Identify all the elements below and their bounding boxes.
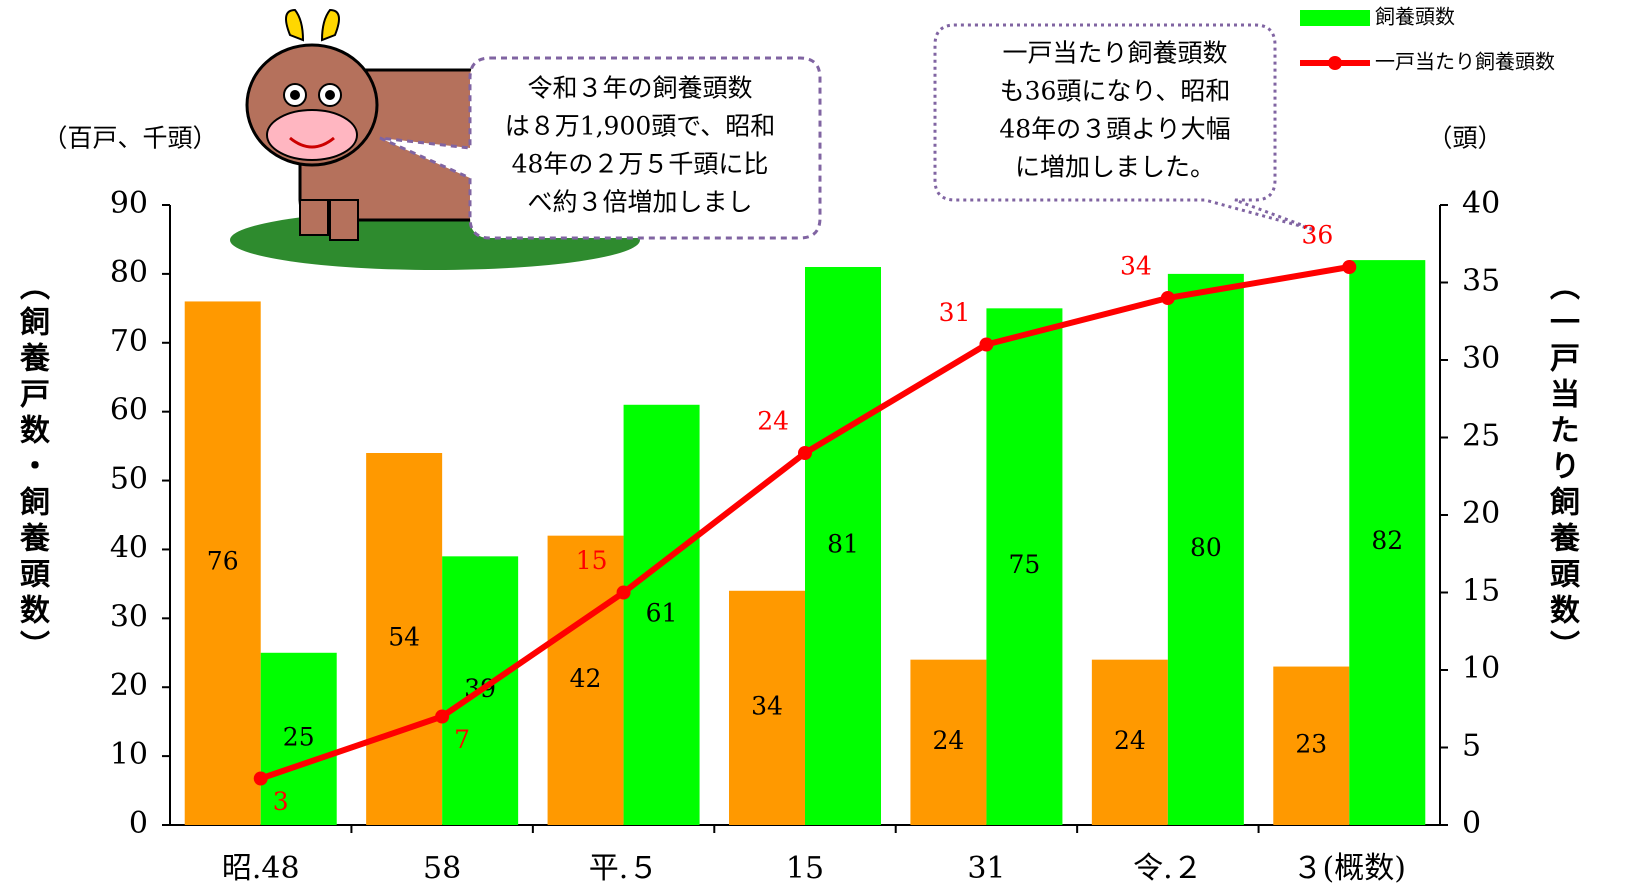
annotation: 令和３年の飼養頭数 <box>527 74 752 103</box>
y-tick-label: 70 <box>110 324 148 359</box>
data-label: 3 <box>273 787 289 816</box>
point <box>435 709 450 724</box>
bar <box>623 404 700 825</box>
data-label: 76 <box>207 547 239 576</box>
data-label: 15 <box>576 546 608 575</box>
bar <box>1349 260 1426 826</box>
x-tick-label: 15 <box>786 851 824 886</box>
y2-tick-label: 20 <box>1462 496 1500 531</box>
bar <box>805 267 881 825</box>
annotation: 一戸当たり飼養頭数 <box>1002 39 1227 68</box>
data-label: 36 <box>1301 221 1333 250</box>
y2-tick-label: 15 <box>1462 574 1500 609</box>
x-tick-label: 昭.48 <box>222 851 300 886</box>
annotation: に増加しました。 <box>1015 153 1215 182</box>
bar <box>910 659 987 825</box>
point <box>1160 291 1175 305</box>
data-label: 42 <box>570 664 602 693</box>
point <box>798 446 812 460</box>
point <box>979 337 994 352</box>
data-label: 24 <box>757 407 789 436</box>
annotation: は８万1,900頭で、昭和 <box>505 112 776 141</box>
bar <box>184 301 261 825</box>
y-tick-label: 30 <box>110 599 148 634</box>
y-tick-label: 80 <box>110 255 148 290</box>
y-label: （飼養戸数・飼養頭数） <box>14 270 51 666</box>
bar <box>1167 273 1244 825</box>
y2-tick-label: 25 <box>1462 419 1500 454</box>
annotation: 48年の３頭より大幅 <box>999 115 1230 144</box>
y2-unit: （頭） <box>1427 124 1502 153</box>
data-label: 54 <box>388 623 420 652</box>
data-label: 23 <box>1295 729 1327 758</box>
x-tick-label: 31 <box>967 851 1005 886</box>
legend-swatch <box>1300 10 1370 26</box>
y-tick-label: 40 <box>110 530 148 565</box>
callout <box>933 23 1316 232</box>
x-tick-label: 平.５ <box>589 851 659 886</box>
point <box>253 771 268 786</box>
data-label: 61 <box>646 598 678 627</box>
annotation: も36頭になり、昭和 <box>1000 77 1231 106</box>
y2-label: （一戸当たり飼養頭数） <box>1544 270 1581 666</box>
y-tick-label: 20 <box>110 668 148 703</box>
bar <box>729 590 805 825</box>
data-label: 31 <box>939 298 971 327</box>
bar <box>1273 666 1350 825</box>
point <box>1342 260 1357 274</box>
legend-marker <box>1328 56 1342 70</box>
y-tick-label: 0 <box>129 806 148 841</box>
data-label: 25 <box>283 722 315 751</box>
annotation: べ約３倍増加しまし <box>527 188 752 217</box>
y2-tick-label: 0 <box>1462 806 1481 841</box>
legend-label: 飼養頭数 <box>1375 5 1455 29</box>
y-tick-label: 90 <box>110 186 148 221</box>
bar <box>260 652 337 825</box>
y2-tick-label: 35 <box>1462 264 1500 299</box>
y-tick-label: 10 <box>110 737 148 772</box>
data-label: 34 <box>751 691 783 720</box>
data-label: 34 <box>1120 252 1152 281</box>
bar <box>366 453 443 825</box>
y2-tick-label: 30 <box>1462 341 1500 376</box>
y2-tick-label: 10 <box>1462 651 1500 686</box>
data-label: 82 <box>1371 526 1403 555</box>
x-tick-label: ３(概数) <box>1293 851 1406 886</box>
data-label: 24 <box>1114 726 1146 755</box>
bar <box>547 535 624 825</box>
data-label: 24 <box>933 726 965 755</box>
y-tick-label: 50 <box>110 462 148 497</box>
callout <box>379 56 822 240</box>
data-label: 75 <box>1009 550 1041 579</box>
x-tick-label: 58 <box>423 851 461 886</box>
y2-tick-label: 40 <box>1462 186 1500 221</box>
legend-label: 一戸当たり飼養頭数 <box>1375 50 1555 74</box>
x-tick-label: 令.２ <box>1133 851 1203 886</box>
bar <box>986 308 1063 825</box>
data-label: 81 <box>827 530 859 559</box>
point <box>616 585 631 600</box>
annotation: 48年の２万５千頭に比 <box>512 150 769 179</box>
y2-tick-label: 5 <box>1462 729 1481 764</box>
data-label: 80 <box>1190 533 1222 562</box>
y-unit: （百戸、千頭） <box>42 124 217 153</box>
bar <box>1091 659 1168 825</box>
y-tick-label: 60 <box>110 393 148 428</box>
data-label: 7 <box>454 725 470 754</box>
